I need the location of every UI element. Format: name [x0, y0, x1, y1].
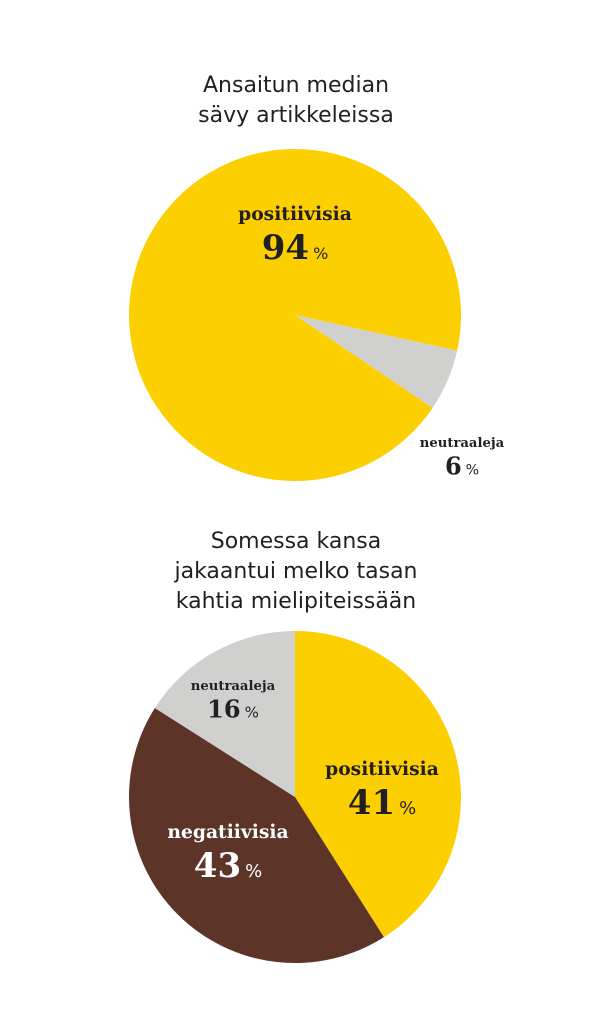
chart-title: Ansaitun median [203, 73, 389, 98]
pie-slice [295, 631, 461, 938]
value-number: 41 [348, 783, 395, 823]
slice-value: 16% [207, 695, 259, 724]
value-number: 94 [262, 228, 309, 268]
slice-label: positiivisia [238, 203, 352, 225]
chart-title: sävy artikkeleissa [198, 103, 394, 128]
slice-value: 41% [348, 783, 416, 823]
slice-value: 94% [262, 228, 329, 268]
slice-label: negatiivisia [167, 821, 288, 843]
value-unit: % [466, 463, 479, 479]
pie-slice [128, 708, 384, 964]
slice-value: 6% [445, 452, 479, 481]
value-number: 43 [194, 846, 241, 886]
slice-value: 43% [194, 846, 262, 886]
value-number: 6 [445, 452, 462, 481]
value-number: 16 [207, 695, 240, 724]
value-unit: % [245, 704, 259, 722]
slice-label: neutraaleja [420, 436, 505, 451]
value-unit: % [245, 861, 262, 882]
slice-label: neutraaleja [191, 679, 276, 694]
pie-slice [295, 315, 458, 408]
value-unit: % [313, 244, 328, 263]
slice-label: positiivisia [325, 758, 439, 780]
value-unit: % [399, 798, 416, 819]
chart-title: Somessa kansa [211, 529, 382, 554]
chart-title: jakaantui melko tasan [173, 559, 417, 584]
chart-title: kahtia mielipiteissään [176, 589, 416, 614]
pie-slice [154, 631, 295, 797]
pie-slice [128, 148, 462, 481]
